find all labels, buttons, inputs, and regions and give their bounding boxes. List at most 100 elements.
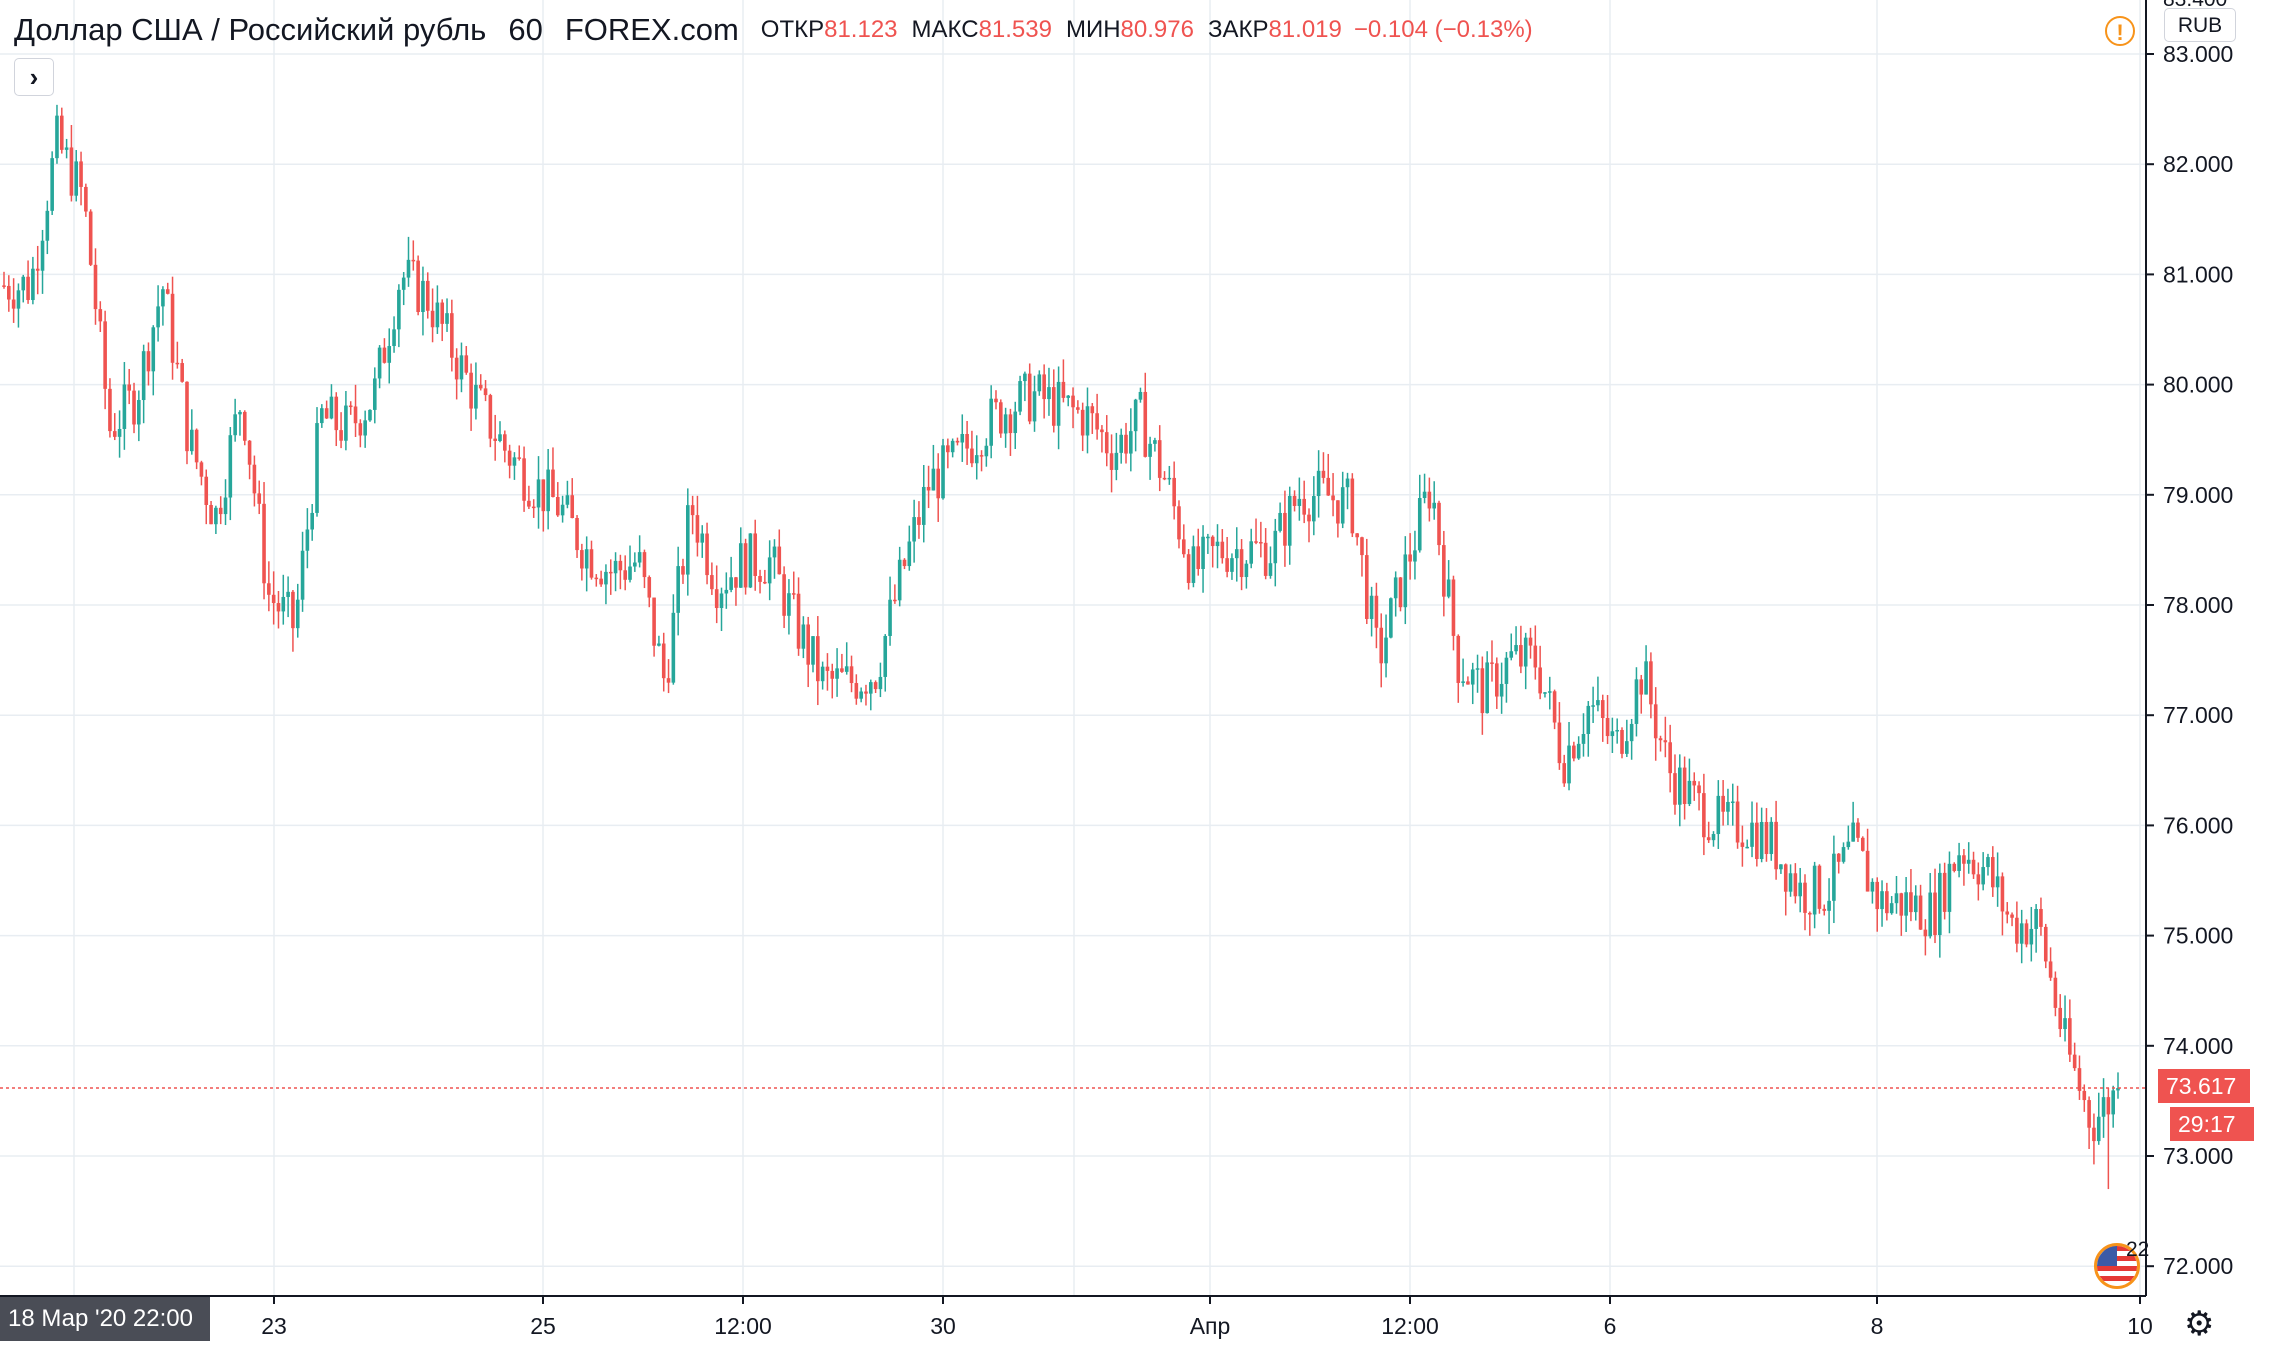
candle-body — [994, 398, 998, 403]
candle-body — [1215, 541, 1220, 547]
candle-body — [1283, 512, 1287, 546]
candle-body — [685, 505, 690, 575]
candle-body — [1316, 470, 1321, 497]
candle-body — [1129, 431, 1133, 454]
candle-body — [883, 635, 888, 677]
candle-body — [459, 355, 464, 380]
candle-body — [1779, 864, 1783, 870]
time-tick-label: 12:00 — [1381, 1313, 1439, 1339]
candle-body — [849, 666, 854, 684]
candle-body — [469, 372, 473, 409]
candle-body — [1432, 502, 1437, 509]
candle-body — [16, 290, 21, 309]
candle-body — [1634, 679, 1639, 724]
candle-body — [1615, 729, 1619, 732]
candle-body — [1836, 853, 1841, 862]
candle-body — [893, 599, 897, 602]
us-flag-icon[interactable] — [2094, 1243, 2140, 1289]
candle-body — [454, 357, 459, 380]
candle-body — [705, 533, 709, 576]
candle-body — [1880, 891, 1884, 910]
candle-body — [1644, 661, 1648, 695]
candle-body — [1456, 635, 1461, 683]
candle-body — [295, 599, 300, 629]
candle-body — [1957, 855, 1961, 871]
candle-body — [1470, 669, 1475, 685]
candle-body — [1904, 892, 1908, 916]
candle-body — [599, 578, 603, 585]
candle-body — [1735, 801, 1740, 843]
currency-unit-button[interactable]: RUB — [2164, 8, 2236, 42]
candle-body — [1533, 645, 1538, 668]
candle-body — [223, 497, 228, 515]
candle-body — [1750, 822, 1754, 847]
candle-body — [782, 574, 786, 616]
candle-body — [820, 666, 825, 682]
candle-body — [575, 518, 579, 551]
price-axis[interactable]: 83.000 82.000 81.000 80.000 79.000 78.000 77.0… — [2146, 41, 2233, 1279]
candle-body — [291, 591, 295, 629]
candle-body — [536, 479, 541, 508]
candle-body — [1345, 478, 1350, 488]
candle-body — [902, 559, 907, 567]
candle-body — [796, 593, 801, 649]
candle-body — [1663, 740, 1668, 743]
candle-body — [257, 493, 262, 504]
candle-body — [1788, 873, 1793, 892]
candle-body — [1119, 434, 1123, 453]
candle-body — [2039, 908, 2043, 927]
candle-body — [1918, 895, 1923, 930]
time-axis[interactable]: 23 25 12:00 30 Апр 12:00 6 8 10 — [261, 1296, 2153, 1339]
candle-body — [11, 299, 16, 309]
candle-body — [1071, 395, 1075, 408]
candle-body — [604, 571, 608, 585]
candle-body — [546, 469, 550, 512]
candle-body — [1360, 537, 1364, 556]
candle-body — [392, 329, 396, 347]
candle-body — [1148, 443, 1152, 457]
candle-body — [1793, 873, 1798, 897]
candle-body — [1865, 850, 1870, 892]
symbol-name[interactable]: Доллар США / Российский рубль — [14, 12, 487, 47]
candle-body — [1398, 577, 1403, 608]
candle-body — [238, 411, 242, 415]
candle-body — [1851, 822, 1855, 842]
candle-body — [1201, 536, 1205, 570]
candle-body — [787, 593, 791, 616]
price-tick-label: 75.000 — [2163, 923, 2233, 949]
candle-body — [1437, 502, 1441, 546]
candle-body — [873, 682, 878, 690]
candle-body — [2043, 926, 2048, 962]
candle-body — [1355, 533, 1359, 538]
candle-body — [1519, 645, 1523, 667]
candle-body — [1230, 558, 1234, 572]
candle-body — [1042, 374, 1046, 400]
source-label: FOREX.com — [564, 12, 739, 47]
candle-body — [719, 593, 724, 609]
candle-body — [276, 603, 281, 612]
candle-body — [2034, 908, 2038, 929]
alert-icon[interactable]: ! — [2105, 16, 2135, 46]
candle-body — [1336, 500, 1340, 524]
candle-body — [1841, 847, 1846, 862]
candle-body — [507, 450, 512, 466]
candle-body — [1186, 554, 1191, 583]
candle-body — [1909, 892, 1913, 913]
candles — [2, 104, 2120, 1190]
gear-icon[interactable]: ⚙ — [2184, 1305, 2215, 1343]
candle-body — [1576, 743, 1581, 759]
candle-body — [1986, 857, 1990, 868]
legend-toggle-button[interactable]: › — [14, 58, 54, 96]
candle-body — [1104, 432, 1109, 454]
candle-body — [2072, 1054, 2077, 1069]
candle-body — [1649, 661, 1653, 705]
candle-body — [329, 396, 334, 419]
candle-body — [132, 390, 136, 425]
candle-body — [589, 549, 594, 578]
interval-label[interactable]: 60 — [508, 12, 543, 47]
candle-body — [960, 433, 965, 443]
candle-body — [344, 405, 348, 441]
candle-body — [474, 384, 478, 409]
candle-body — [1808, 912, 1812, 915]
